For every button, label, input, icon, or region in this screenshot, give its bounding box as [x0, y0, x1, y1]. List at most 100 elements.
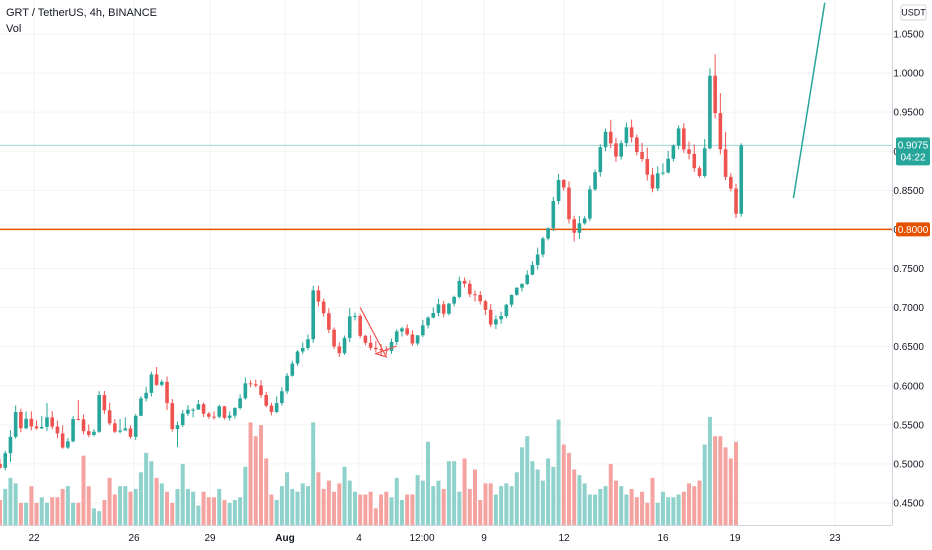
candle-body: [180, 413, 185, 426]
volume-bar: [457, 491, 462, 525]
volume-bar: [326, 480, 331, 525]
drawings: [359, 2, 826, 358]
candle-body: [154, 374, 159, 385]
volume-bar: [577, 475, 582, 525]
volume-bar: [222, 500, 227, 525]
volume-bar: [676, 494, 681, 525]
candle-body: [160, 381, 164, 385]
volume-bar: [358, 494, 363, 525]
candle-body: [71, 418, 75, 442]
volume-bar: [86, 486, 91, 525]
volume-bar: [389, 497, 394, 525]
candle-body: [196, 404, 201, 410]
volume-bar: [499, 486, 504, 525]
candle-body: [494, 319, 498, 325]
volume-bar: [201, 491, 206, 525]
volume-bar: [259, 425, 263, 525]
candle-body: [321, 301, 326, 314]
volume-bar: [593, 494, 598, 525]
volume-bar: [405, 494, 410, 525]
candle-body: [661, 172, 665, 174]
candle-body: [368, 342, 373, 348]
volume-bar: [76, 502, 81, 525]
volume-bar: [60, 488, 65, 525]
candle-body: [24, 418, 28, 429]
candle-body: [248, 383, 253, 385]
volume-bar: [238, 497, 243, 525]
volume-bar: [619, 486, 624, 525]
candle-body: [133, 415, 138, 437]
volume-bar: [734, 441, 739, 525]
candle-body: [588, 189, 592, 219]
volume-bar: [572, 469, 577, 525]
volume-bars: [0, 416, 739, 525]
candle-body: [118, 430, 122, 432]
volume-bar: [50, 497, 55, 525]
candle-body: [217, 406, 222, 417]
volume-bar: [107, 477, 112, 525]
volume-indicator-label[interactable]: Vol: [6, 23, 22, 35]
candle-body: [483, 301, 488, 310]
candle-body: [457, 280, 462, 297]
candle-body: [441, 304, 446, 314]
volume-bar: [91, 508, 96, 525]
candle-body: [264, 395, 269, 406]
volume-bar: [509, 486, 514, 525]
candle-body: [86, 431, 91, 435]
price-tick-label: 0.6000: [893, 381, 924, 392]
candle-body: [274, 403, 279, 412]
volume-bar: [582, 483, 587, 525]
volume-bar: [352, 491, 357, 525]
volume-bar: [394, 477, 399, 525]
volume-bar: [488, 483, 493, 525]
candle-body: [50, 417, 54, 427]
candle-body: [342, 337, 347, 354]
candle-body: [509, 294, 514, 305]
candle-body: [436, 304, 441, 313]
volume-bar: [175, 488, 180, 525]
volume-bar: [311, 422, 316, 525]
candle-body: [311, 290, 315, 340]
volume-bar: [540, 480, 545, 525]
candle-body: [227, 415, 232, 418]
level-badge: [896, 222, 930, 237]
volume-bar: [185, 488, 190, 525]
candle-body: [374, 347, 378, 350]
candle-body: [353, 316, 357, 318]
volume-bar: [629, 488, 634, 525]
volume-bar: [462, 458, 467, 525]
candle-body: [462, 280, 467, 284]
volume-bar: [305, 486, 310, 525]
time-tick-label: Aug: [275, 533, 294, 544]
symbol-title[interactable]: GRT / TetherUS, 4h, BINANCE: [6, 7, 158, 19]
candle-body: [290, 363, 295, 376]
volume-bar: [530, 461, 535, 525]
candle-body: [175, 425, 180, 430]
volume-bar: [535, 469, 540, 525]
volume-bar: [13, 483, 18, 525]
volume-bar: [55, 497, 60, 525]
candle-body: [473, 294, 477, 296]
volume-bar: [180, 463, 185, 525]
candle-body: [692, 153, 697, 169]
price-lines: [0, 144, 892, 231]
volume-bar: [660, 491, 665, 525]
candle-body: [201, 404, 206, 414]
volume-bar: [723, 447, 728, 525]
candle-body: [447, 303, 451, 314]
candle-body: [640, 152, 644, 159]
candle-body: [541, 238, 545, 255]
price-tick-label: 0.6500: [893, 342, 924, 353]
candle-body: [144, 392, 148, 399]
time-tick-label: 19: [729, 533, 741, 544]
candle-body: [708, 75, 712, 149]
candle-body: [259, 385, 263, 396]
volume-bar: [718, 436, 723, 525]
volume-bar: [431, 486, 436, 525]
time-tick-label: 12: [558, 533, 570, 544]
candle-body: [598, 147, 603, 173]
arrow-annotation: [359, 307, 397, 358]
candle-body: [60, 433, 65, 448]
